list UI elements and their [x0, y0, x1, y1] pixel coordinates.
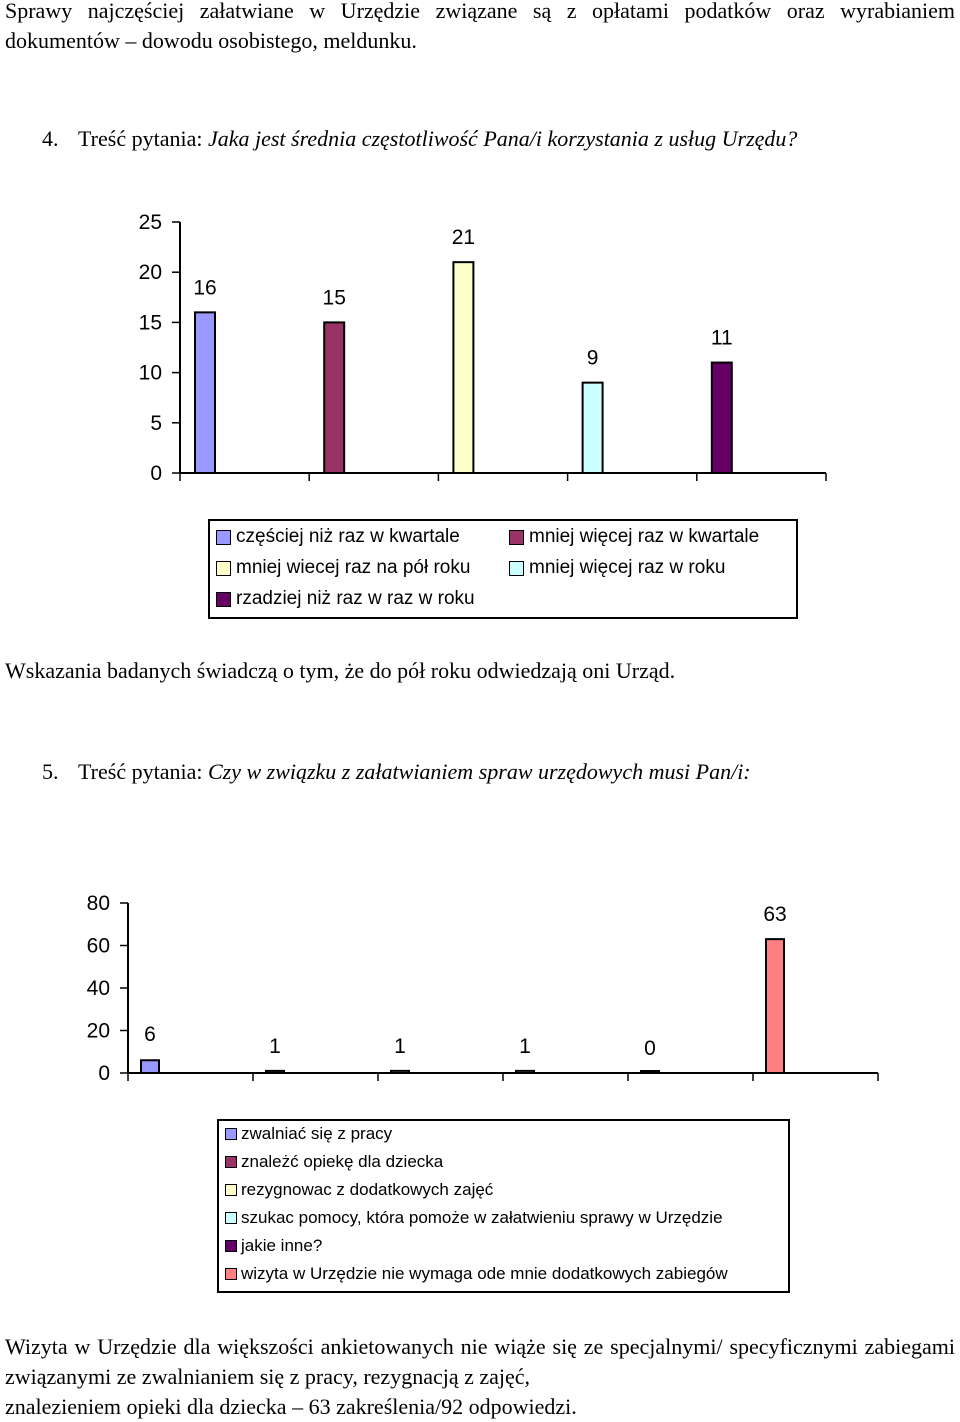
legend-item: mniej wiecej raz na pół roku: [216, 557, 470, 579]
legend-item: jakie inne?: [225, 1236, 322, 1256]
legend-swatch: [509, 560, 524, 576]
question-4-number: 4.: [42, 126, 59, 151]
legend-swatch: [216, 560, 231, 576]
y-tick-label: 20: [139, 261, 162, 284]
question-5-prefix: Treść pytania:: [78, 759, 203, 784]
legend-swatch: [225, 1240, 237, 1252]
legend-swatch: [225, 1268, 237, 1280]
legend-item: szukac pomocy, która pomoże w załatwieni…: [225, 1208, 723, 1228]
legend-item: rezygnowac z dodatkowych zajęć: [225, 1180, 493, 1200]
bar: [452, 261, 475, 474]
data-label: 1: [269, 1035, 281, 1058]
data-label: 1: [519, 1035, 531, 1058]
legend-item: częściej niż raz w kwartale: [216, 526, 460, 548]
y-tick-label: 60: [87, 935, 110, 958]
legend-swatch: [225, 1184, 237, 1196]
y-tick-label: 10: [139, 362, 162, 385]
legend-label: wizyta w Urzędzie nie wymaga ode mnie do…: [241, 1264, 728, 1283]
legend-label: rzadziej niż raz w raz w roku: [236, 588, 475, 609]
data-label: 0: [644, 1037, 656, 1060]
intro-paragraph: Sprawy najczęściej załatwiane w Urzędzie…: [5, 0, 955, 53]
question-5-text: Czy w związku z załatwianiem spraw urzęd…: [207, 759, 751, 784]
question-5: 5. Treść pytania: Czy w związku z załatwi…: [42, 757, 751, 787]
conclusion-5: Wizyta w Urzędzie dla większości ankieto…: [5, 1332, 955, 1422]
legend-label: jakie inne?: [241, 1236, 323, 1255]
data-label: 1: [394, 1035, 406, 1058]
data-label: 15: [323, 286, 346, 309]
y-tick-label: 0: [150, 462, 162, 485]
chart-2-legend: zwalniać się z pracy znależć opiekę dla d…: [217, 1119, 790, 1293]
question-5-number: 5.: [42, 759, 59, 784]
y-tick-label: 5: [150, 412, 162, 435]
y-tick-label: 20: [87, 1020, 110, 1043]
legend-item: rzadziej niż raz w raz w roku: [216, 588, 475, 610]
bar: [581, 381, 604, 474]
legend-label: rezygnowac z dodatkowych zajęć: [241, 1180, 494, 1199]
legend-swatch: [216, 591, 231, 607]
legend-swatch: [225, 1212, 237, 1224]
bar: [710, 361, 733, 474]
data-label: 21: [452, 226, 475, 249]
bar: [265, 1069, 285, 1074]
bar: [140, 1059, 160, 1074]
legend-item: wizyta w Urzędzie nie wymaga ode mnie do…: [225, 1264, 728, 1284]
question-4-prefix: Treść pytania:: [78, 126, 203, 151]
y-tick-label: 25: [139, 211, 162, 234]
data-label: 9: [587, 347, 599, 370]
legend-label: zwalniać się z pracy: [241, 1124, 393, 1143]
legend-label: mniej wiecej raz na pół roku: [236, 557, 471, 578]
legend-swatch: [509, 529, 524, 545]
legend-label: mniej więcej raz w roku: [529, 557, 726, 578]
legend-label: szukac pomocy, która pomoże w załatwieni…: [241, 1208, 723, 1227]
y-tick-label: 40: [87, 977, 110, 1000]
data-label: 16: [193, 276, 216, 299]
legend-label: częściej niż raz w kwartale: [236, 526, 460, 547]
legend-swatch: [225, 1128, 237, 1140]
legend-item: mniej więcej raz w kwartale: [509, 526, 759, 548]
question-4-text: Jaka jest średnia częstotliwość Pana/i k…: [207, 126, 798, 151]
bar: [765, 938, 785, 1074]
question-4: 4. Treść pytania: Jaka jest średnia częst…: [42, 124, 797, 154]
legend-item: mniej więcej raz w roku: [509, 557, 725, 579]
y-tick-label: 0: [98, 1062, 110, 1085]
legend-label: znależć opiekę dla dziecka: [241, 1152, 444, 1171]
bar: [323, 321, 346, 475]
conclusion-4: Wskazania badanych świadczą o tym, że do…: [5, 658, 676, 683]
data-label: 11: [711, 327, 733, 350]
data-label: 6: [144, 1023, 156, 1046]
y-tick-label: 15: [139, 311, 162, 334]
bar: [515, 1069, 535, 1074]
chart-question-4: 0 5 10 15 20 25 16 15 21 9 11: [139, 211, 827, 485]
legend-label: mniej więcej raz w kwartale: [529, 526, 760, 547]
y-tick-label: 80: [87, 892, 110, 915]
chart-1-legend: częściej niż raz w kwartale mniej więcej …: [208, 519, 798, 619]
legend-swatch: [216, 529, 231, 545]
conclusion-5-line-2: znalezieniem opieki dla dziecka – 63 zak…: [5, 1394, 577, 1419]
chart-question-5: 0 20 40 60 80 6 1 1 1 0 63: [87, 892, 879, 1085]
data-label: 63: [763, 903, 786, 926]
legend-item: znależć opiekę dla dziecka: [225, 1152, 443, 1172]
bar: [194, 311, 216, 474]
legend-swatch: [225, 1156, 237, 1168]
bar: [640, 1070, 660, 1074]
conclusion-5-line-1: Wizyta w Urzędzie dla większości ankieto…: [5, 1334, 955, 1389]
bar: [390, 1069, 410, 1074]
legend-item: zwalniać się z pracy: [225, 1124, 392, 1144]
